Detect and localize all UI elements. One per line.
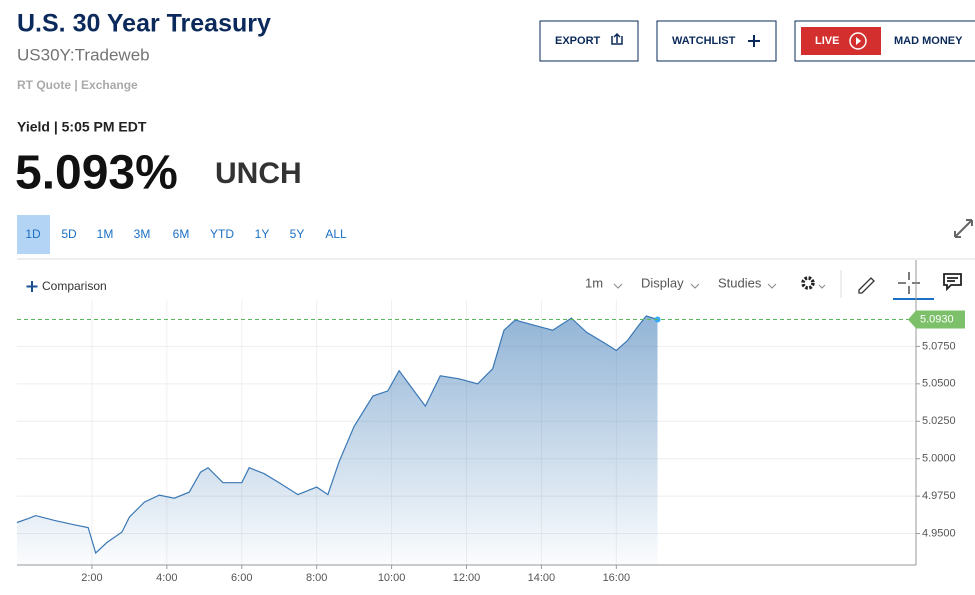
chevron	[767, 283, 777, 289]
settings-icon[interactable]	[801, 276, 815, 290]
export-button[interactable]: EXPORT	[539, 20, 639, 62]
export-icon	[611, 32, 623, 45]
chevron	[690, 283, 700, 289]
y-tick-label: 4.9500	[922, 527, 956, 539]
range-button[interactable]: YTD	[210, 227, 234, 241]
studies-menu[interactable]: Studies	[718, 275, 762, 290]
x-tick-label: 12:00	[453, 572, 481, 584]
play-icon	[856, 37, 861, 45]
range-button[interactable]: 1M	[97, 227, 114, 241]
live-badge	[801, 27, 881, 55]
x-tick-label: 2:00	[81, 572, 102, 584]
range-button[interactable]: 1D	[25, 227, 41, 241]
range-selector: 1D 5D 1M 3M 6M YTD 1Y 5Y ALL	[17, 215, 347, 254]
symbol: US30Y:Tradeweb	[17, 45, 150, 64]
display-menu[interactable]: Display	[641, 275, 684, 290]
y-tick-label: 5.0750	[922, 340, 956, 352]
range-button[interactable]: 5Y	[290, 227, 305, 241]
button-label: EXPORT	[555, 35, 601, 47]
plus-icon	[748, 35, 760, 47]
comparison-button[interactable]: Comparison	[26, 279, 107, 293]
line	[16, 315, 658, 555]
y-tick-label: 5.0000	[922, 453, 956, 465]
watchlist-button[interactable]: WATCHLIST	[656, 20, 777, 62]
quote-change: UNCH	[215, 157, 302, 190]
quote-source: RT Quote | Exchange	[17, 78, 138, 92]
range-button[interactable]: 3M	[134, 227, 151, 241]
button-label: LIVE	[815, 35, 839, 47]
chevron	[818, 284, 826, 289]
x-tick-label: 4:00	[156, 572, 177, 584]
expand-icon[interactable]	[954, 219, 973, 238]
quote-label: Yield | 5:05 PM EDT	[17, 119, 147, 135]
comment-icon[interactable]	[943, 273, 962, 292]
button-label: MAD MONEY	[894, 35, 963, 47]
x-tick-label: 14:00	[528, 572, 556, 584]
y-tick-label: 4.9750	[922, 490, 956, 502]
play-icon	[849, 32, 867, 50]
last-value-badge	[908, 310, 965, 329]
x-tick-label: 10:00	[378, 572, 406, 584]
comparison-label: Comparison	[42, 279, 107, 293]
interval-menu[interactable]: 1m	[585, 275, 603, 290]
range-button[interactable]: 1Y	[255, 227, 270, 241]
range-button[interactable]: 6M	[173, 227, 190, 241]
x-tick-label: 16:00	[603, 572, 631, 584]
y-tick-label: 5.0250	[922, 415, 956, 427]
chevron	[613, 283, 623, 289]
plus-icon	[26, 281, 38, 292]
x-tick-label: 8:00	[306, 572, 327, 584]
range-button[interactable]: 5D	[61, 227, 77, 241]
range-button[interactable]: ALL	[325, 227, 347, 241]
button-label: WATCHLIST	[672, 35, 736, 47]
quote-value: 5.093%	[15, 147, 178, 200]
chart: 4.9500 4.9750 5.0000 5.0250 5.0500 5.0750 2:00…	[16, 260, 965, 584]
range-active-bg	[17, 215, 50, 254]
x-tick-label: 6:00	[231, 572, 252, 584]
draw-icon[interactable]	[858, 277, 875, 294]
last-value-label: 5.0930	[920, 313, 954, 325]
crosshair-icon[interactable]	[898, 272, 920, 294]
live-button[interactable]: LIVE MAD MONEY	[794, 20, 975, 62]
page-title: U.S. 30 Year Treasury	[17, 10, 271, 38]
area	[17, 316, 658, 565]
y-tick-label: 5.0500	[922, 378, 956, 390]
